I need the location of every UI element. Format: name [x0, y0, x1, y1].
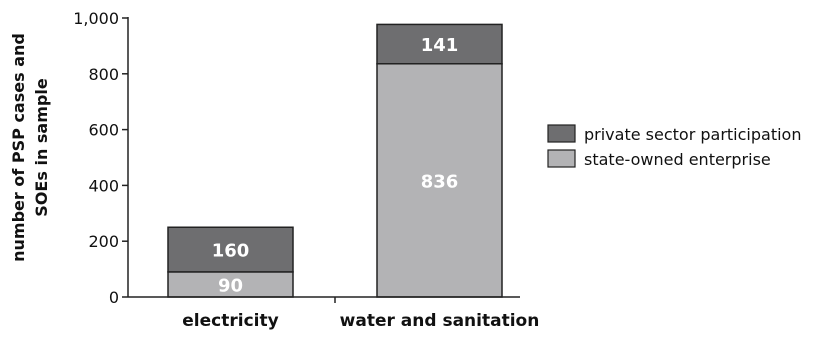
y-axis-title-line-2: SOEs in sample: [32, 78, 51, 217]
y-axis-title-line-1: number of PSP cases and: [9, 33, 28, 262]
y-axis-title: number of PSP cases and SOEs in sample: [9, 33, 51, 262]
data-label: 160: [212, 241, 250, 262]
bars-layer: 90 160 836 141: [167, 23, 503, 298]
axes-layer: 0 200 400 600 800 1,000 electricity water and s…: [73, 9, 539, 331]
y-tick-label: 400: [88, 176, 119, 195]
x-category-label: electricity: [182, 311, 278, 331]
legend-swatch: [547, 124, 576, 143]
y-tick-label: 600: [88, 121, 119, 140]
legend-label: private sector participation: [584, 125, 801, 144]
data-label: 90: [218, 275, 243, 296]
bar-segment: [167, 271, 294, 298]
bar-segment: [167, 226, 294, 273]
x-category-label: water and sanitation: [340, 311, 540, 331]
legend-label: state-owned enterprise: [584, 150, 771, 169]
legend: private sector participation state-owned …: [547, 124, 801, 169]
bar-segment: [376, 23, 503, 65]
y-tick-label: 0: [109, 288, 119, 307]
data-label: 836: [421, 171, 459, 192]
legend-swatch: [547, 149, 576, 168]
y-tick-label: 200: [88, 232, 119, 251]
y-tick-label: 800: [88, 65, 119, 84]
data-label: 141: [421, 35, 459, 56]
y-tick-label: 1,000: [73, 9, 119, 28]
